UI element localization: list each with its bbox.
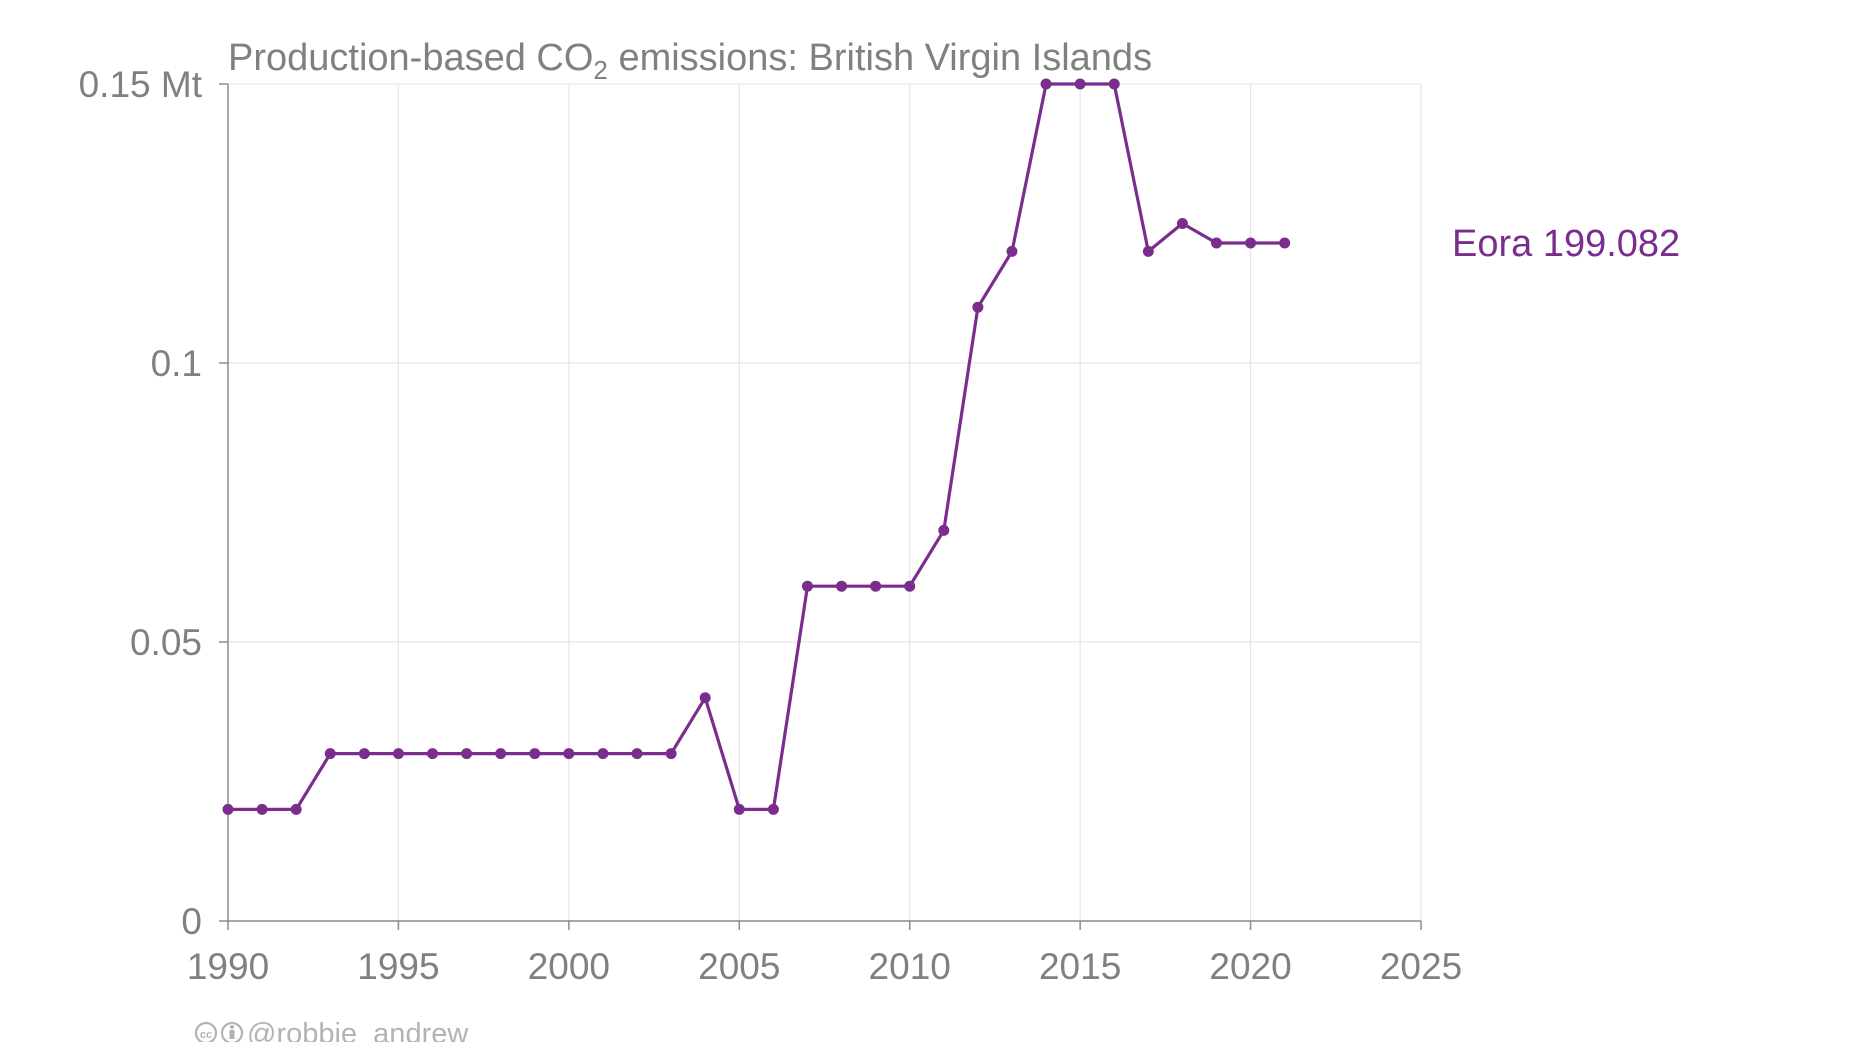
creative-commons-icon: cc (194, 1021, 218, 1042)
data-point (1245, 237, 1257, 249)
chart-title-subscript: 2 (593, 55, 607, 85)
chart-title-prefix: Production-based CO (228, 37, 593, 79)
data-point (870, 580, 882, 592)
svg-text:cc: cc (200, 1029, 212, 1041)
data-point (665, 748, 677, 760)
data-point (461, 748, 473, 760)
data-point (1006, 245, 1018, 257)
x-axis-ticks: 1990 1995 2000 2005 2010 2015 2020 2025 (187, 921, 1462, 987)
y-tick-label: 0.15 Mt (79, 64, 203, 105)
x-tick-label: 2010 (869, 946, 951, 987)
data-point (904, 580, 916, 592)
credit: cc @robbie_andrew (194, 1018, 469, 1042)
x-tick-label: 2000 (528, 946, 610, 987)
data-point (290, 803, 302, 815)
data-point (699, 692, 711, 704)
data-point (836, 580, 848, 592)
data-point (597, 748, 609, 760)
chart-title-suffix: emissions: British Virgin Islands (608, 37, 1152, 79)
data-point (256, 803, 268, 815)
data-point (1108, 78, 1120, 90)
y-axis-ticks: 0 0.05 0.1 0.15 Mt (79, 64, 228, 942)
data-point (767, 803, 779, 815)
x-tick-label: 2020 (1209, 946, 1291, 987)
series-label: Eora 199.082 (1452, 223, 1680, 265)
data-point (631, 748, 643, 760)
axes (227, 84, 1421, 922)
data-point (358, 748, 370, 760)
data-point (427, 748, 439, 760)
y-tick-label: 0.05 (130, 622, 202, 663)
data-point (938, 524, 950, 536)
data-point (972, 301, 984, 313)
data-point (1040, 78, 1052, 90)
credit-text: @robbie_andrew (247, 1018, 469, 1042)
x-tick-label: 2015 (1039, 946, 1121, 987)
data-point (529, 748, 541, 760)
data-point (801, 580, 813, 592)
y-tick-label: 0 (181, 901, 202, 942)
attribution-icon (220, 1021, 244, 1042)
series-group: Eora 199.082 (222, 78, 1680, 815)
x-tick-label: 2025 (1380, 946, 1462, 987)
data-point (1279, 237, 1291, 249)
series-line (228, 82, 1285, 812)
data-point (222, 803, 234, 815)
data-point (1142, 245, 1154, 257)
grid-lines (228, 83, 1422, 921)
data-point (733, 803, 745, 815)
data-point (1210, 237, 1222, 249)
data-point (1176, 218, 1188, 229)
data-point (563, 748, 575, 760)
y-tick-label: 0.1 (151, 343, 202, 384)
data-point (495, 748, 507, 760)
data-point (1074, 78, 1086, 90)
x-tick-label: 2005 (698, 946, 780, 987)
data-point (392, 748, 404, 760)
x-tick-label: 1995 (357, 946, 439, 987)
chart-title: Production-based CO2 emissions: British … (228, 37, 1152, 85)
x-tick-label: 1990 (187, 946, 269, 987)
data-point (324, 748, 336, 760)
